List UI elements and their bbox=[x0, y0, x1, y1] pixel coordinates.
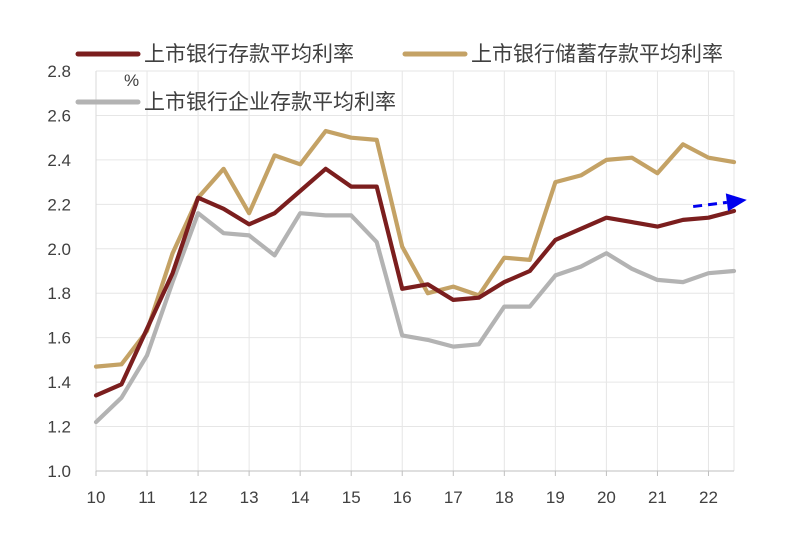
y-tick-label: 1.0 bbox=[47, 462, 71, 481]
y-tick-label: 2.6 bbox=[47, 106, 71, 125]
y-axis-unit-label: % bbox=[124, 71, 139, 90]
x-tick-label: 22 bbox=[699, 488, 718, 507]
x-axis-ticks: 10 11 12 13 14 15 16 17 18 19 20 21 22 bbox=[87, 488, 718, 507]
x-tick-label: 10 bbox=[87, 488, 106, 507]
y-tick-label: 1.8 bbox=[47, 284, 71, 303]
chart-grid bbox=[96, 70, 735, 471]
legend-label-1: 上市银行存款平均利率 bbox=[144, 42, 354, 66]
trend-arrow-head bbox=[725, 193, 747, 212]
y-tick-label: 2.8 bbox=[47, 62, 71, 81]
x-tick-label: 19 bbox=[546, 488, 565, 507]
x-tick-label: 15 bbox=[342, 488, 361, 507]
x-tick-label: 13 bbox=[240, 488, 259, 507]
y-axis-ticks: 1.0 1.2 1.4 1.6 1.8 2.0 2.2 2.4 2.6 2.8 bbox=[47, 62, 71, 481]
x-tick-label: 14 bbox=[291, 488, 310, 507]
x-tick-label: 18 bbox=[495, 488, 514, 507]
x-tick-label: 21 bbox=[648, 488, 667, 507]
x-tick-label: 11 bbox=[138, 488, 156, 507]
chart-axes bbox=[95, 71, 734, 476]
y-tick-label: 2.4 bbox=[47, 151, 71, 170]
series-line-1 bbox=[93, 166, 737, 398]
y-tick-label: 2.0 bbox=[47, 240, 71, 259]
series-line-2 bbox=[93, 128, 737, 369]
chart-series bbox=[93, 128, 737, 425]
x-tick-label: 12 bbox=[189, 488, 208, 507]
x-tick-label: 20 bbox=[597, 488, 616, 507]
y-tick-label: 1.4 bbox=[47, 373, 71, 392]
chart-annotations bbox=[692, 193, 747, 212]
x-tick-label: 16 bbox=[393, 488, 412, 507]
x-tick-label: 17 bbox=[444, 488, 463, 507]
series-line-3 bbox=[93, 211, 737, 425]
y-tick-label: 1.2 bbox=[47, 418, 71, 437]
legend-label-2: 上市银行储蓄存款平均利率 bbox=[471, 42, 723, 66]
trend-arrow-line bbox=[692, 200, 728, 209]
y-tick-label: 1.6 bbox=[47, 329, 71, 348]
y-tick-label: 2.2 bbox=[47, 195, 71, 214]
legend-label-3: 上市银行企业存款平均利率 bbox=[144, 90, 396, 114]
